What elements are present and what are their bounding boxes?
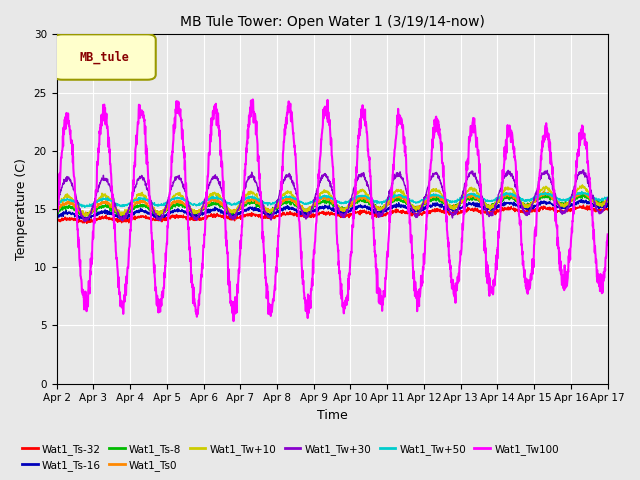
Wat1_Tw+30 [321, 172, 329, 178]
Wat1_Tw100 [487, 287, 495, 292]
Wat1_Tw+10 [81, 213, 89, 219]
Text: MB_tule: MB_tule [79, 50, 129, 64]
Wat1_Ts-8 [579, 191, 586, 197]
Wat1_Tw+30 [487, 212, 495, 217]
Wat1_Ts-16 [307, 210, 314, 216]
Wat1_Tw+10 [588, 193, 596, 199]
Wat1_Tw100 [52, 226, 60, 232]
Wat1_Tw100 [588, 212, 596, 218]
Wat1_Tw+50 [307, 199, 314, 204]
Wat1_Ts-16 [577, 197, 585, 203]
Wat1_Ts0 [117, 213, 125, 218]
Wat1_Tw100 [230, 318, 237, 324]
Line: Wat1_Tw+10: Wat1_Tw+10 [56, 185, 608, 216]
Wat1_Tw100 [321, 104, 329, 109]
Line: Wat1_Ts0: Wat1_Ts0 [56, 192, 608, 216]
Wat1_Ts-8 [604, 198, 612, 204]
Wat1_Ts-32 [588, 206, 596, 212]
Wat1_Tw+30 [307, 211, 314, 216]
Wat1_Ts-16 [321, 203, 329, 208]
Wat1_Tw+50 [321, 193, 329, 199]
Wat1_Ts-16 [81, 216, 88, 222]
Wat1_Ts-32 [580, 202, 588, 208]
Wat1_Tw+10 [80, 213, 88, 219]
Wat1_Ts-8 [81, 211, 89, 216]
Line: Wat1_Tw100: Wat1_Tw100 [56, 99, 608, 321]
Wat1_Tw+10 [579, 182, 586, 188]
Wat1_Ts-8 [487, 204, 495, 210]
Wat1_Ts-32 [604, 207, 612, 213]
Wat1_Tw+30 [604, 195, 612, 201]
Wat1_Tw+10 [487, 205, 495, 211]
Wat1_Ts-16 [588, 202, 596, 208]
Wat1_Ts0 [81, 212, 88, 218]
Wat1_Ts0 [307, 205, 314, 211]
Wat1_Ts-32 [487, 210, 495, 216]
Wat1_Tw+50 [487, 198, 495, 204]
Wat1_Tw+30 [81, 217, 88, 223]
Wat1_Tw100 [249, 96, 257, 102]
Wat1_Tw+50 [52, 202, 60, 207]
Title: MB Tule Tower: Open Water 1 (3/19/14-now): MB Tule Tower: Open Water 1 (3/19/14-now… [180, 15, 484, 29]
Wat1_Ts0 [604, 195, 612, 201]
Wat1_Ts-8 [588, 199, 596, 204]
Wat1_Ts-16 [604, 201, 612, 207]
Wat1_Tw+30 [82, 218, 90, 224]
Wat1_Ts-8 [52, 210, 60, 216]
Wat1_Tw+30 [588, 194, 596, 200]
Wat1_Ts-16 [52, 215, 60, 220]
Wat1_Ts0 [52, 209, 60, 215]
Wat1_Tw100 [307, 305, 314, 311]
Wat1_Tw+10 [604, 195, 612, 201]
Wat1_Tw+50 [81, 204, 88, 210]
Wat1_Ts-8 [321, 200, 329, 206]
Wat1_Tw100 [81, 293, 88, 299]
Wat1_Ts-32 [83, 220, 91, 226]
Y-axis label: Temperature (C): Temperature (C) [15, 158, 28, 260]
Wat1_Ts0 [487, 205, 495, 211]
Wat1_Tw+50 [81, 204, 89, 209]
Wat1_Tw+30 [588, 196, 596, 202]
Line: Wat1_Ts-8: Wat1_Ts-8 [56, 194, 608, 216]
Line: Wat1_Tw+30: Wat1_Tw+30 [56, 170, 608, 221]
Wat1_Ts-8 [307, 204, 314, 210]
Wat1_Ts-8 [80, 213, 88, 219]
Wat1_Tw+50 [588, 194, 596, 200]
Wat1_Ts0 [588, 198, 596, 204]
Wat1_Tw+10 [52, 205, 60, 211]
Wat1_Ts-32 [81, 219, 88, 225]
Wat1_Ts-16 [487, 206, 495, 212]
Wat1_Tw+30 [52, 202, 60, 207]
Line: Wat1_Tw+50: Wat1_Tw+50 [56, 192, 608, 207]
Wat1_Ts-32 [307, 213, 314, 218]
Wat1_Tw100 [588, 207, 596, 213]
Line: Wat1_Ts-16: Wat1_Ts-16 [56, 200, 608, 220]
Wat1_Tw+30 [579, 167, 587, 173]
Wat1_Ts-32 [321, 211, 329, 216]
Wat1_Ts-32 [588, 206, 596, 212]
Wat1_Ts0 [540, 189, 547, 194]
Wat1_Ts-16 [85, 217, 93, 223]
Wat1_Tw+50 [588, 193, 596, 199]
Wat1_Tw+10 [307, 204, 314, 210]
Wat1_Ts-16 [588, 204, 596, 210]
Legend: Wat1_Ts-32, Wat1_Ts-16, Wat1_Ts-8, Wat1_Ts0, Wat1_Tw+10, Wat1_Tw+30, Wat1_Tw+50,: Wat1_Ts-32, Wat1_Ts-16, Wat1_Ts-8, Wat1_… [18, 439, 563, 475]
Wat1_Ts-8 [588, 197, 596, 203]
FancyBboxPatch shape [54, 35, 156, 80]
Wat1_Tw+10 [321, 187, 329, 193]
X-axis label: Time: Time [317, 409, 348, 422]
Wat1_Ts0 [588, 197, 596, 203]
Wat1_Tw100 [604, 231, 612, 237]
Wat1_Tw+50 [578, 189, 586, 194]
Wat1_Tw+10 [588, 193, 596, 199]
Wat1_Ts-32 [52, 218, 60, 224]
Line: Wat1_Ts-32: Wat1_Ts-32 [56, 205, 608, 223]
Wat1_Ts0 [321, 194, 329, 200]
Wat1_Tw+50 [604, 195, 612, 201]
